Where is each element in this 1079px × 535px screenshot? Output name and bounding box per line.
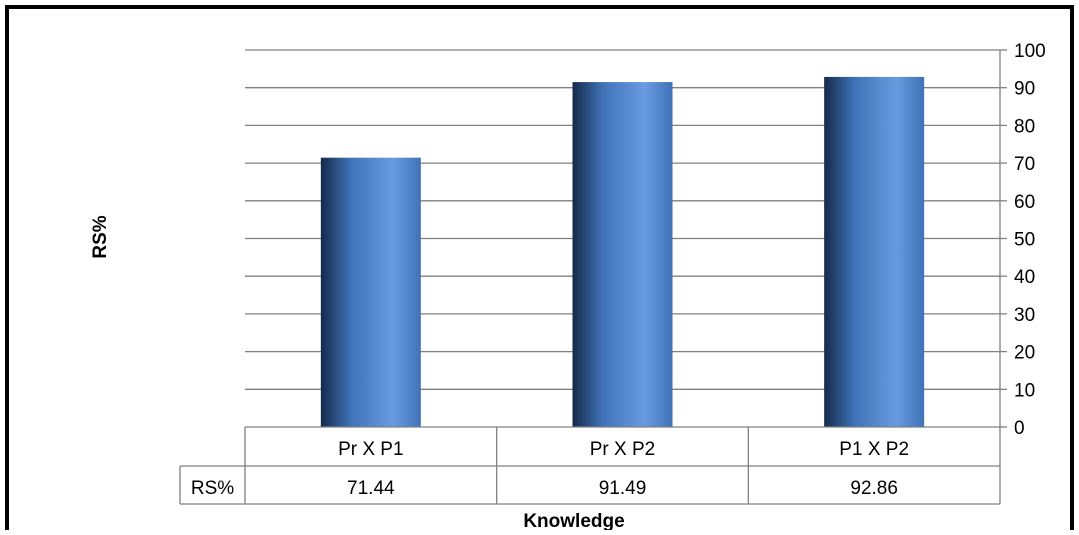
series-name-label: RS%	[191, 478, 234, 499]
data-label: 91.49	[599, 478, 647, 499]
category-label: Pr X P1	[338, 439, 403, 460]
data-label: 71.44	[347, 478, 395, 499]
y-axis: 0 10 20 30 40 50 60 70 80 90 100	[245, 41, 1046, 439]
y-tick-label: 90	[1014, 79, 1035, 100]
y-tick-label: 40	[1014, 267, 1035, 288]
category-label: P1 X P2	[839, 439, 909, 460]
data-label: 92.86	[850, 478, 898, 499]
outer-border	[5, 5, 1074, 535]
bar	[572, 82, 673, 427]
bar	[320, 157, 421, 427]
y-tick-label: 10	[1014, 380, 1035, 401]
data-table: Pr X P1 71.44 Pr X P2 91.49 P1 X P2 92.86 RS%	[179, 427, 1001, 505]
x-axis-title: Knowledge	[523, 511, 624, 530]
y-tick-label: 50	[1014, 230, 1035, 251]
y-tick-label: 20	[1014, 343, 1035, 364]
y-tick-label: 0	[1014, 418, 1025, 439]
y-tick-label: 70	[1014, 154, 1035, 175]
y-tick-label: 100	[1014, 41, 1046, 62]
y-tick-label: 60	[1014, 192, 1035, 213]
bars	[320, 76, 925, 428]
y-tick-label: 30	[1014, 305, 1035, 326]
bar	[824, 76, 925, 428]
y-tick-label: 80	[1014, 116, 1035, 137]
category-label: Pr X P2	[590, 439, 655, 460]
y-axis-title: RS%	[90, 215, 111, 258]
